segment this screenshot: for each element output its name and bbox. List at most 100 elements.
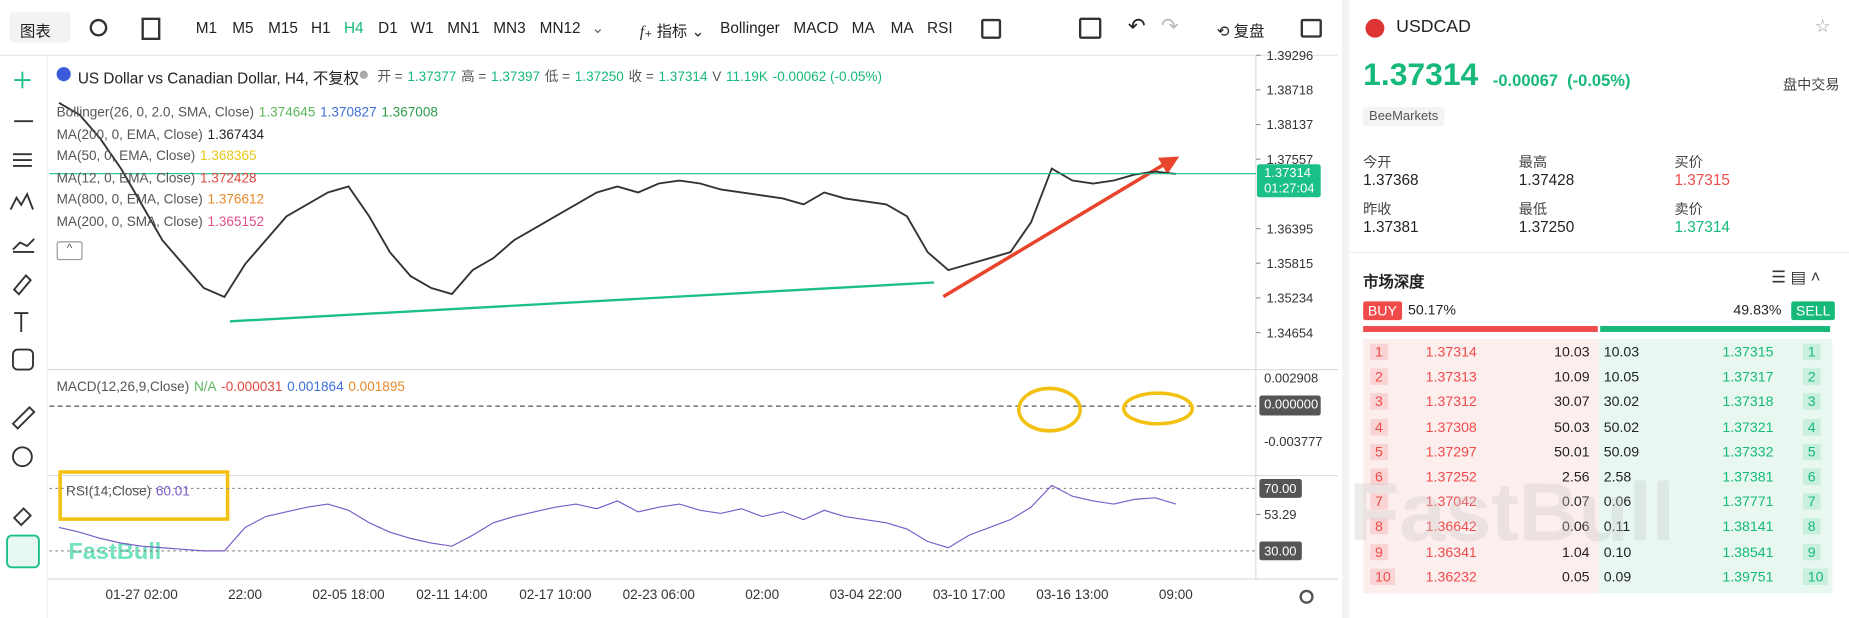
highlight	[58, 470, 230, 521]
y-tick-label: 1.37557	[1266, 152, 1313, 167]
side-panel: USDCAD ☆ 1.37314 -0.00067 (-0.05%) 盘中交易 …	[1341, 0, 1849, 618]
indicator-legend: MA(200, 0, EMA, Close) 1.367434	[57, 128, 269, 142]
chart-type[interactable]: 图表	[20, 22, 51, 41]
timeframe[interactable]: H4	[343, 18, 364, 37]
quote-field: 收 =	[628, 70, 654, 85]
calendar-icon[interactable]	[1078, 17, 1102, 39]
undo[interactable]: ↶	[1127, 14, 1146, 38]
macd-value: N/A	[193, 380, 217, 395]
fullscreen-icon[interactable]	[1300, 18, 1322, 38]
bid-price: 1.37308	[1425, 418, 1477, 436]
timeframe[interactable]: MN1	[447, 18, 480, 37]
timeframe[interactable]: MN3	[493, 18, 526, 37]
ask-volume: 0.11	[1603, 518, 1631, 535]
indicator-value: 1.365152	[207, 215, 265, 230]
sell-pct: 49.83%	[1733, 301, 1782, 318]
indicator-button[interactable]: RSI	[927, 18, 953, 37]
ask-price: 1.38541	[1722, 543, 1774, 560]
y-tick-label: 1.39296	[1266, 48, 1313, 63]
timeframe[interactable]: M15	[268, 18, 298, 37]
bid-level: 6	[1370, 468, 1388, 485]
bid-level: 8	[1370, 518, 1388, 535]
highlight	[1017, 386, 1082, 433]
rsi-value: 60.01	[155, 484, 190, 500]
depth-icons[interactable]: ☰ ▤ ˄	[1771, 267, 1821, 287]
quote-field: V	[712, 70, 722, 85]
indicator-value: 1.367434	[207, 127, 265, 142]
redo[interactable]: ↷	[1160, 14, 1179, 38]
bid-price: 1.37252	[1425, 468, 1477, 485]
indicator-button[interactable]: Bollinger	[720, 18, 780, 37]
y-tick-label: 1.36395	[1266, 221, 1313, 236]
stat-label: 卖价	[1674, 201, 1703, 218]
symbol: USDCAD	[1396, 16, 1471, 37]
bid-volume: 0.05	[1562, 568, 1590, 585]
indicator-name: MA(50, 0, EMA, Close)	[56, 149, 196, 164]
bid-level: 2	[1370, 368, 1388, 386]
collapse[interactable]: ^	[56, 241, 83, 261]
ask-level: 3	[1802, 393, 1821, 411]
timeframe[interactable]: MN12	[539, 18, 581, 37]
indicator-name: MA(800, 0, EMA, Close)	[56, 193, 203, 208]
timeframe[interactable]: D1	[378, 18, 398, 37]
bid-price: 1.37042	[1425, 493, 1477, 510]
bid-volume: 10.03	[1554, 343, 1590, 361]
ask-level: 8	[1802, 518, 1821, 535]
price-line	[58, 484, 1177, 552]
flag	[56, 67, 71, 82]
tick-tag	[1259, 479, 1302, 498]
x-tick-label: 02-17 10:00	[519, 587, 591, 602]
sell-badge: SELL	[1791, 301, 1836, 321]
indicator-name: MA(12, 0, EMA, Close)	[56, 171, 196, 186]
indicators-label: 指标	[656, 22, 688, 41]
replay-button[interactable]: ⟲ 复盘	[1216, 22, 1265, 41]
ask-volume: 50.02	[1603, 418, 1640, 436]
candle-icon[interactable]	[141, 17, 161, 41]
more[interactable]: ⌄	[591, 18, 605, 37]
bid-price: 1.37313	[1425, 368, 1477, 386]
buy-pct: 50.17%	[1407, 301, 1456, 318]
stat-label: 今开	[1363, 154, 1392, 171]
ask-level: 1	[1802, 343, 1821, 361]
x-tick-label: 22:00	[228, 587, 262, 602]
indicator-legend: MA(12, 0, EMA, Close) 1.372428	[57, 172, 262, 186]
timeframe[interactable]: M5	[232, 18, 254, 37]
indicator-button[interactable]: MACD	[793, 18, 839, 37]
y-tick-label: 1.35234	[1266, 291, 1313, 306]
bid-volume: 50.03	[1554, 418, 1590, 436]
layout-icon[interactable]	[981, 18, 1002, 39]
bid-volume: 10.09	[1554, 368, 1590, 386]
indicator-name: Bollinger(26, 0, 2.0, SMA, Close)	[56, 105, 255, 121]
chart-type-dropdown[interactable]	[9, 11, 71, 43]
bid-volume: 2.56	[1562, 468, 1590, 485]
ask-volume: 50.09	[1603, 443, 1640, 461]
indicator-button[interactable]: MA	[851, 18, 875, 37]
highlight	[1122, 391, 1194, 426]
settings-icon[interactable]	[1299, 589, 1314, 604]
ask-level: 7	[1802, 493, 1821, 510]
countdown: 01:27:04	[1264, 181, 1314, 196]
favorite[interactable]: ☆	[1814, 16, 1831, 37]
price-line	[58, 102, 1176, 299]
y-tick-label: 1.34654	[1266, 325, 1313, 340]
ask-price: 1.37771	[1722, 493, 1774, 510]
timeframe[interactable]: W1	[410, 18, 434, 37]
last-price-label: 1.37314	[1264, 165, 1311, 180]
watermark: FastBull	[1349, 466, 1675, 558]
ask-price: 1.37321	[1722, 418, 1774, 436]
y-tick-label: 1.35815	[1266, 256, 1313, 271]
depth-title: 市场深度	[1363, 273, 1425, 291]
indicator-button[interactable]: MA	[890, 18, 914, 37]
search-icon[interactable]	[89, 18, 108, 37]
indicator-value: 1.374645	[258, 105, 316, 121]
ask-level: 2	[1802, 368, 1821, 386]
timeframe[interactable]: H1	[310, 18, 331, 37]
price: 1.37314	[1363, 56, 1479, 92]
indicators-button[interactable]: f₊ 指标 ⌄	[639, 22, 705, 41]
ask-level: 4	[1802, 418, 1821, 436]
ask-price: 1.37381	[1722, 468, 1774, 485]
timeframe[interactable]: M1	[195, 18, 218, 37]
macd-title: MACD(12,26,9,Close)	[56, 380, 190, 395]
quote-field: 低 =	[544, 70, 571, 85]
bid-level: 7	[1370, 493, 1388, 510]
